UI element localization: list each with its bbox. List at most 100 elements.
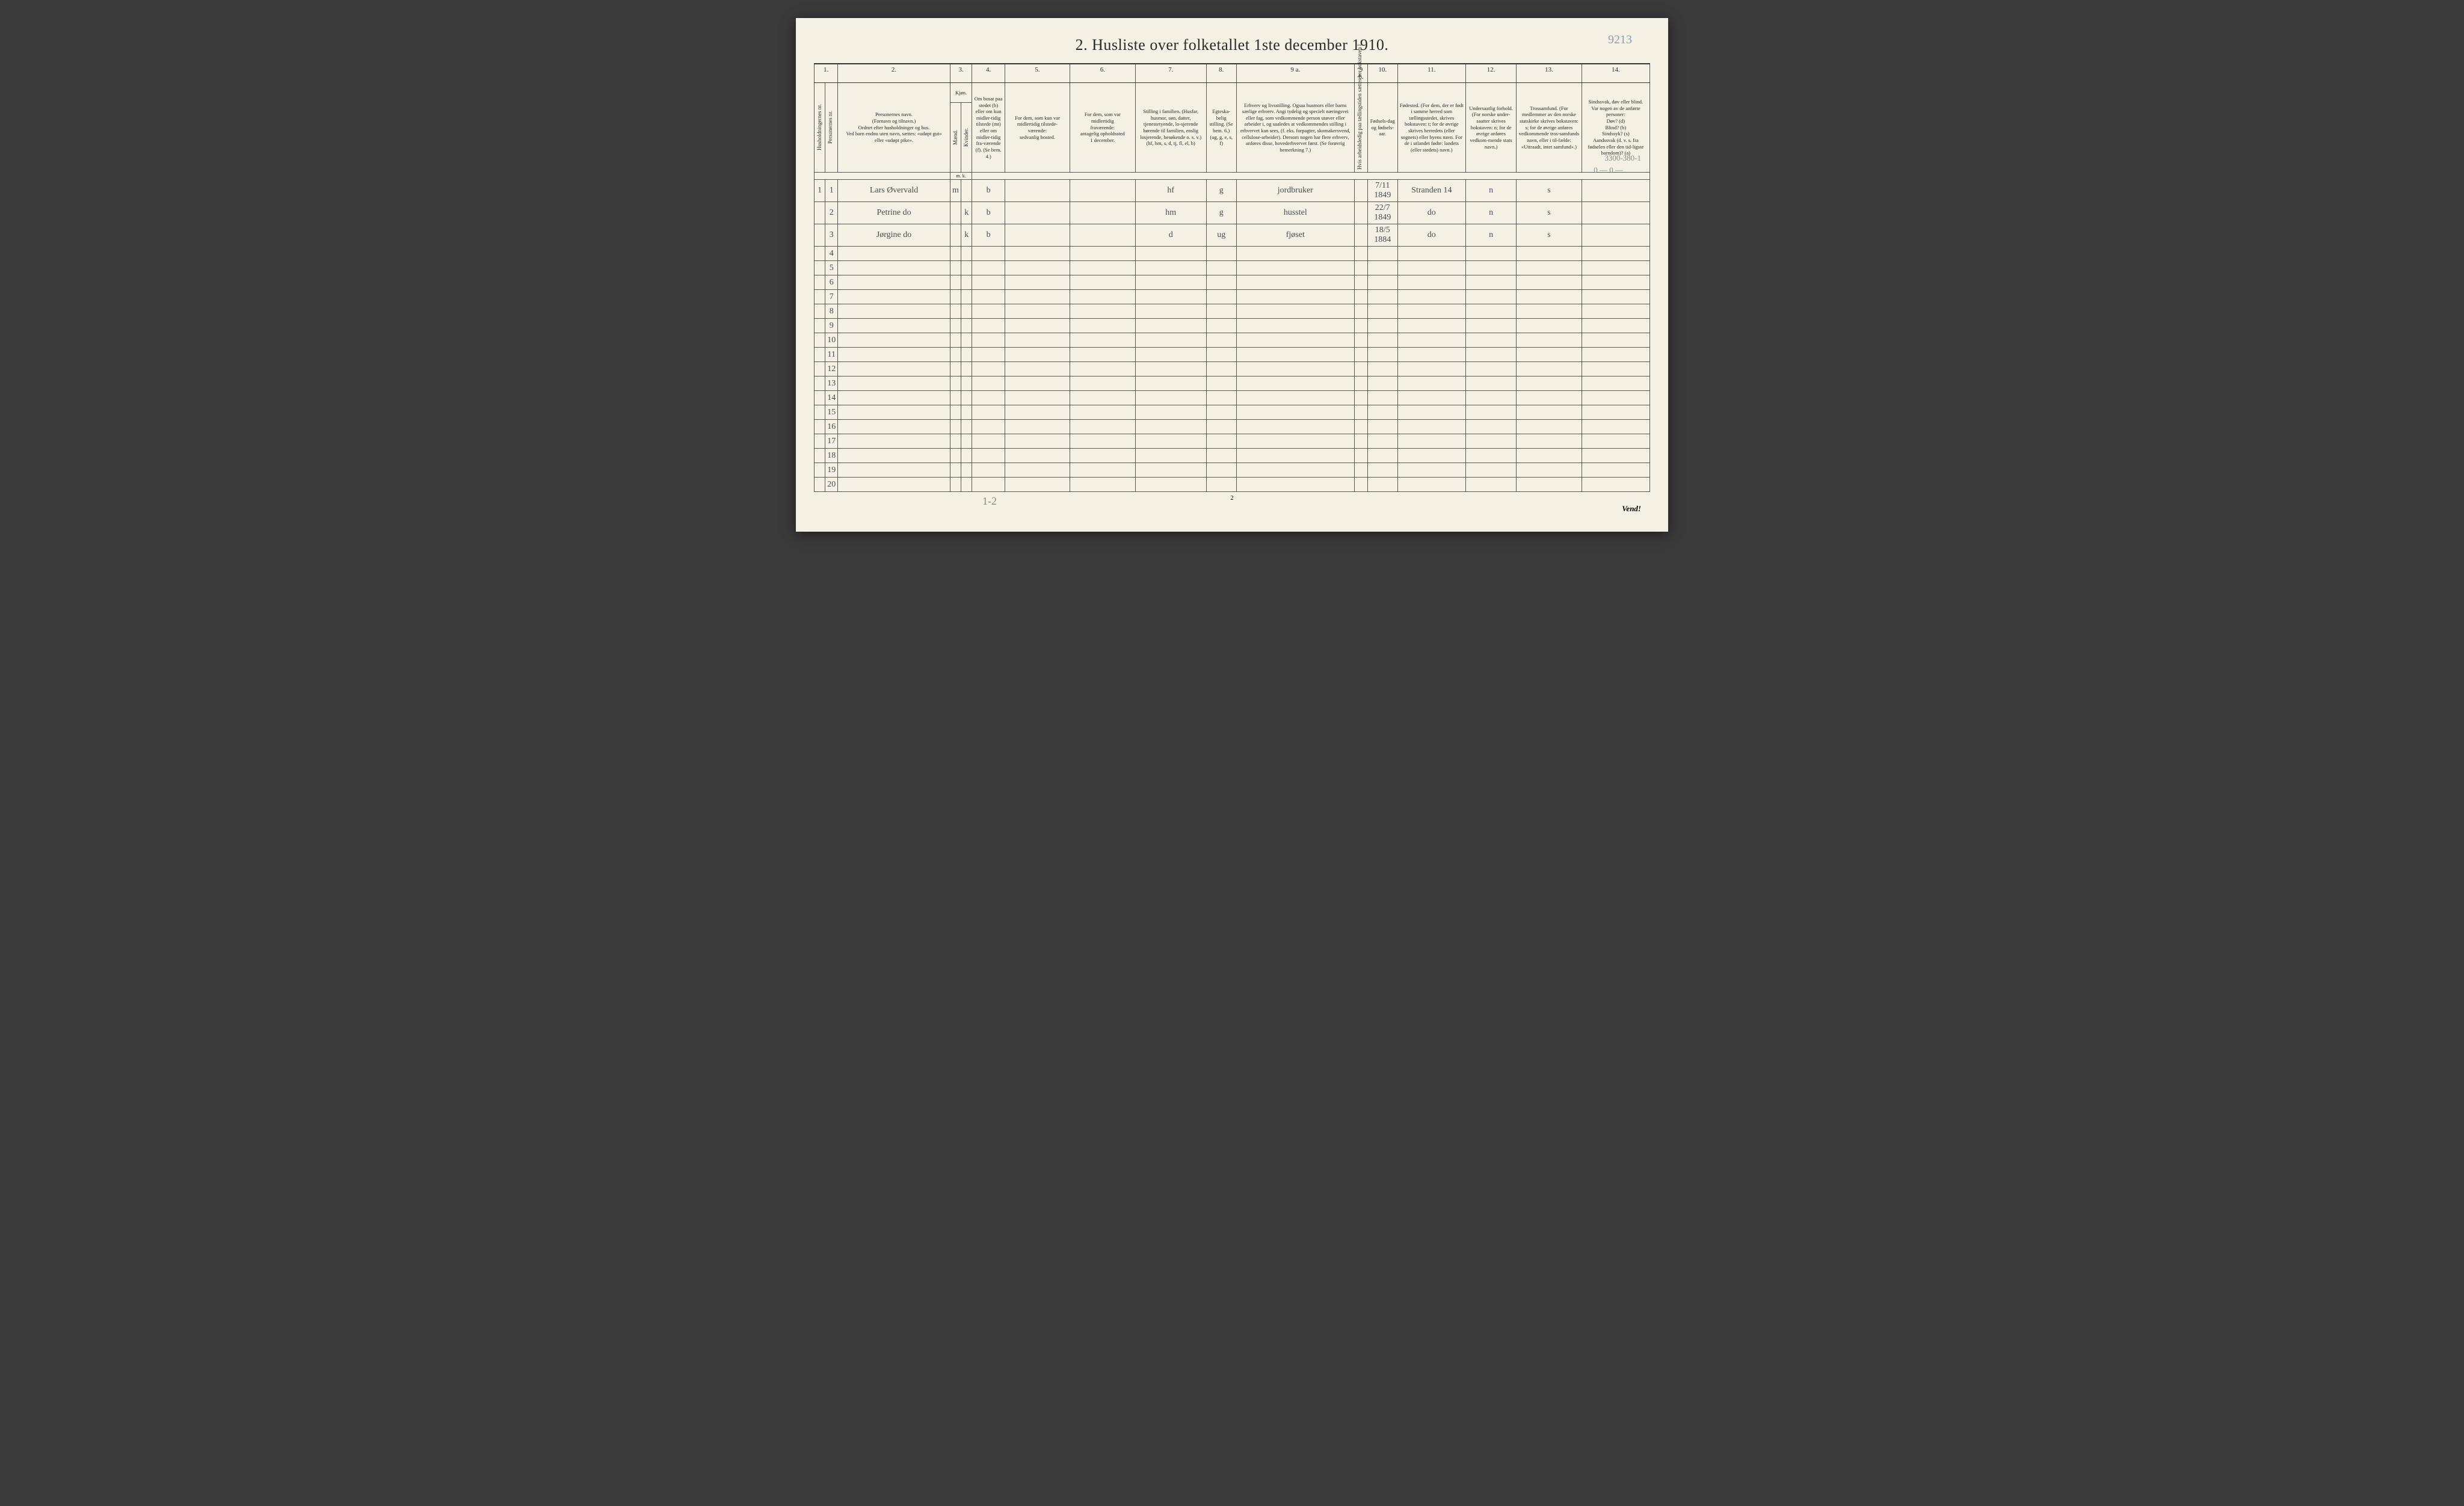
cell-temp-present — [1005, 434, 1070, 449]
cell-name — [838, 434, 950, 449]
cell-occupation — [1236, 319, 1355, 333]
cell-name — [838, 319, 950, 333]
table-row: 12 — [815, 362, 1650, 376]
cell-family-position — [1135, 290, 1206, 304]
cell-sex-k — [961, 362, 972, 376]
cell-birthplace: do — [1397, 224, 1465, 247]
page-number: 2 — [814, 494, 1650, 502]
colnum-6: 6. — [1070, 64, 1135, 83]
cell-nationality: n — [1466, 224, 1517, 247]
cell-dob — [1367, 247, 1397, 261]
cell-nationality: n — [1466, 180, 1517, 202]
cell-family-position — [1135, 275, 1206, 290]
cell-residence: b — [972, 180, 1005, 202]
cell-family-position — [1135, 304, 1206, 319]
cell-marital — [1206, 290, 1236, 304]
colnum-11: 11. — [1397, 64, 1465, 83]
cell-sex-m — [950, 224, 961, 247]
cell-unemployed — [1355, 333, 1368, 348]
cell-person-nr: 18 — [825, 449, 838, 463]
cell-temp-present — [1005, 180, 1070, 202]
table-row: 17 — [815, 434, 1650, 449]
cell-marital — [1206, 420, 1236, 434]
cell-occupation — [1236, 333, 1355, 348]
cell-sex-k — [961, 449, 972, 463]
cell-dob — [1367, 405, 1397, 420]
cell-temp-absent — [1070, 304, 1135, 319]
cell-residence — [972, 405, 1005, 420]
annotation-below-right: 0 — 0 — — [1594, 165, 1623, 175]
cell-residence — [972, 420, 1005, 434]
cell-household-nr — [815, 247, 825, 261]
cell-birthplace — [1397, 290, 1465, 304]
cell-dob — [1367, 449, 1397, 463]
cell-name — [838, 376, 950, 391]
cell-religion — [1517, 405, 1582, 420]
cell-residence — [972, 333, 1005, 348]
cell-occupation — [1236, 463, 1355, 478]
cell-birthplace — [1397, 405, 1465, 420]
cell-residence — [972, 290, 1005, 304]
cell-residence — [972, 391, 1005, 405]
cell-sex-k — [961, 376, 972, 391]
cell-name — [838, 290, 950, 304]
cell-residence — [972, 275, 1005, 290]
cell-temp-present — [1005, 247, 1070, 261]
cell-temp-present — [1005, 275, 1070, 290]
cell-temp-absent — [1070, 478, 1135, 492]
cell-name — [838, 362, 950, 376]
cell-sex-m — [950, 348, 961, 362]
cell-dob — [1367, 304, 1397, 319]
cell-disability — [1582, 202, 1649, 224]
cell-temp-absent — [1070, 333, 1135, 348]
cell-unemployed — [1355, 180, 1368, 202]
cell-temp-present — [1005, 304, 1070, 319]
cell-name — [838, 449, 950, 463]
cell-marital: g — [1206, 180, 1236, 202]
cell-birthplace — [1397, 463, 1465, 478]
colnum-8: 8. — [1206, 64, 1236, 83]
cell-residence — [972, 304, 1005, 319]
cell-marital — [1206, 275, 1236, 290]
cell-marital — [1206, 391, 1236, 405]
cell-sex-k — [961, 434, 972, 449]
annotation-bottom-bracket: 1-2 — [982, 495, 997, 508]
cell-birthplace — [1397, 247, 1465, 261]
table-row: 3Jørgine dokbdugfjøset18/5 1884dons — [815, 224, 1650, 247]
cell-temp-absent — [1070, 463, 1135, 478]
cell-household-nr — [815, 319, 825, 333]
cell-person-nr: 9 — [825, 319, 838, 333]
cell-sex-m — [950, 247, 961, 261]
table-row: 5 — [815, 261, 1650, 275]
cell-residence — [972, 463, 1005, 478]
cell-nationality — [1466, 247, 1517, 261]
cell-sex-m — [950, 478, 961, 492]
cell-marital — [1206, 478, 1236, 492]
cell-religion — [1517, 463, 1582, 478]
cell-disability — [1582, 420, 1649, 434]
cell-residence — [972, 362, 1005, 376]
cell-dob — [1367, 434, 1397, 449]
cell-sex-k: k — [961, 202, 972, 224]
cell-name — [838, 420, 950, 434]
table-row: 11Lars Øvervaldmbhfgjordbruker7/11 1849S… — [815, 180, 1650, 202]
cell-temp-absent — [1070, 261, 1135, 275]
colnum-13: 13. — [1517, 64, 1582, 83]
cell-family-position: hm — [1135, 202, 1206, 224]
cell-religion: s — [1517, 202, 1582, 224]
cell-sex-k — [961, 304, 972, 319]
cell-dob — [1367, 478, 1397, 492]
cell-unemployed — [1355, 224, 1368, 247]
header-temp-absent: For dem, som var midlertidig fraværende:… — [1070, 83, 1135, 173]
cell-household-nr: 1 — [815, 180, 825, 202]
cell-birthplace — [1397, 449, 1465, 463]
cell-disability — [1582, 247, 1649, 261]
cell-temp-present — [1005, 449, 1070, 463]
header-family-position: Stilling i familien. (Husfar, husmor, sø… — [1135, 83, 1206, 173]
cell-disability — [1582, 180, 1649, 202]
cell-religion — [1517, 434, 1582, 449]
cell-dob — [1367, 290, 1397, 304]
cell-unemployed — [1355, 405, 1368, 420]
cell-sex-m — [950, 391, 961, 405]
cell-temp-present — [1005, 348, 1070, 362]
